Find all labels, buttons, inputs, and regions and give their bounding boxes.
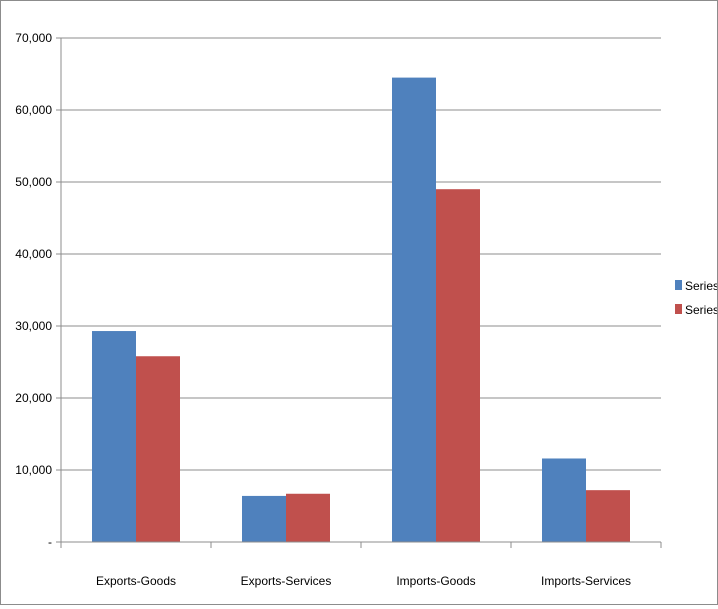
y-tick-label: 40,000: [15, 247, 52, 261]
x-tick-label: Imports-Goods: [396, 574, 475, 588]
x-tick-label: Exports-Goods: [96, 574, 176, 588]
y-tick-label: 20,000: [15, 391, 52, 405]
y-tick-label: 50,000: [15, 175, 52, 189]
bar-series2-exports-services: [286, 493, 330, 542]
legend-label: Series2: [685, 303, 717, 317]
y-tick-label: -: [48, 535, 52, 549]
bar-series1-exports-goods: [92, 331, 136, 542]
bar-series1-imports-goods: [392, 77, 436, 542]
bar-series2-imports-goods: [436, 189, 480, 542]
y-tick-label: 30,000: [15, 319, 52, 333]
legend-label: Series1: [685, 279, 717, 293]
y-axis-tick-labels: - 10,000 20,000 30,000 40,000 50,000 60,000 70,…: [15, 31, 52, 549]
bar-series2-imports-services: [586, 490, 630, 542]
x-axis: Exports-Goods Exports-Services Imports-Goo…: [60, 541, 662, 588]
legend: Series1 Series2: [675, 279, 718, 317]
legend-swatch: [675, 280, 682, 290]
y-tick-label: 60,000: [15, 103, 52, 117]
bars: [92, 77, 630, 542]
y-tick-label: 10,000: [15, 463, 52, 477]
x-tick-label: Exports-Services: [241, 574, 332, 588]
legend-swatch: [675, 304, 682, 314]
x-tick-label: Imports-Services: [541, 574, 631, 588]
y-tick-label: 70,000: [15, 31, 52, 45]
bar-series1-exports-services: [242, 495, 286, 542]
bar-series1-imports-services: [542, 458, 586, 542]
bar-series2-exports-goods: [136, 356, 180, 542]
